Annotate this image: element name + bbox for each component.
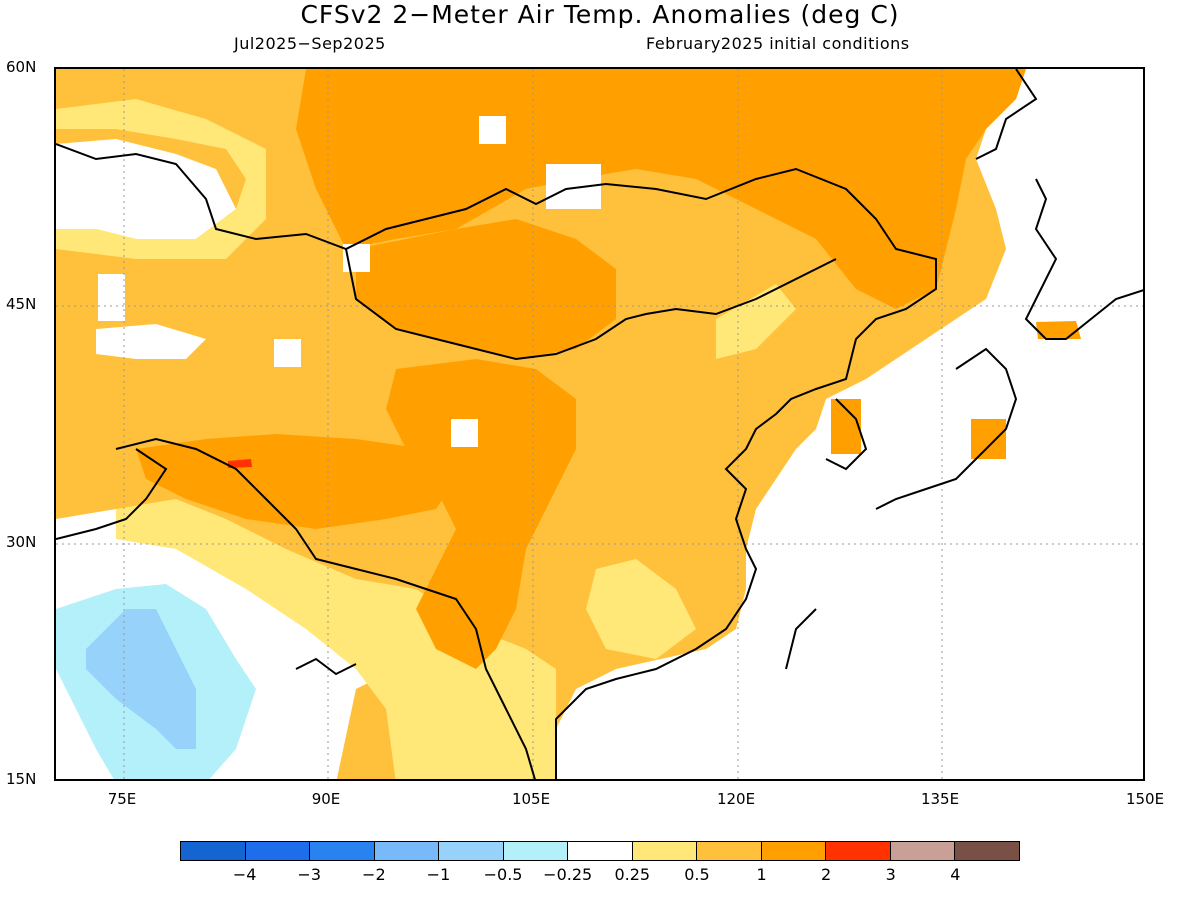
legend-swatch <box>761 842 827 860</box>
legend-tick-label: 0.25 <box>614 865 651 884</box>
lon-label-135e: 135E <box>920 790 960 808</box>
legend-tick-label: −1 <box>426 865 451 884</box>
legend-tick-label: 0.5 <box>684 865 710 884</box>
legend-swatch <box>439 842 504 860</box>
legend-tick-label: 1 <box>756 865 767 884</box>
masked-cell-3 <box>274 339 301 367</box>
legend-swatch <box>310 842 375 860</box>
legend-tick-label: 4 <box>950 865 961 884</box>
anomaly-region-2-3 <box>228 459 252 468</box>
chart-title: CFSv2 2−Meter Air Temp. Anomalies (deg C… <box>300 0 900 29</box>
anomaly-region-1-2-tibet <box>136 434 456 529</box>
lon-label-75e: 75E <box>107 790 137 808</box>
anomaly-region-0.25-0.5-manchuria <box>716 284 796 359</box>
legend-tick-label: −3 <box>297 865 322 884</box>
lon-label-105e: 105E <box>511 790 551 808</box>
legend-swatch <box>826 842 891 860</box>
legend-swatch <box>245 842 311 860</box>
anomaly-region-0.25-0.5-south-china <box>586 559 696 659</box>
masked-cell-4 <box>451 419 478 447</box>
anomaly-region-0.25-0.5-kazakh <box>56 99 266 259</box>
anomaly-region-1-2-hokkaido <box>1036 321 1081 339</box>
anomaly-region-1-2-japan <box>971 419 1006 459</box>
legend-tick-label: −2 <box>362 865 386 884</box>
legend-swatch <box>503 842 569 860</box>
anomaly-region-1-2-korea <box>831 399 861 454</box>
anomaly-region-neutral-kazakh <box>56 139 236 239</box>
lon-label-90e: 90E <box>311 790 341 808</box>
legend-tick-label: 3 <box>885 865 896 884</box>
anomaly-region-1-2-siberia <box>296 69 1026 309</box>
legend-tick-label: −4 <box>232 865 257 884</box>
lon-label-150e: 150E <box>1125 790 1165 808</box>
legend-tick-label: −0.25 <box>543 865 593 884</box>
lat-label-60n: 60N <box>6 58 37 76</box>
anomaly-map-svg <box>56 69 1143 779</box>
legend-swatch <box>374 842 440 860</box>
legend-swatch <box>697 842 762 860</box>
anomaly-region-neutral-aral <box>96 324 206 359</box>
anomaly-region-1-2-mongolia <box>356 219 616 359</box>
anomaly-map <box>54 67 1145 781</box>
lat-label-15n: 15N <box>6 770 37 788</box>
coastlines <box>56 69 1143 779</box>
legend-swatch <box>568 842 633 860</box>
legend-tick-label: 2 <box>821 865 832 884</box>
legend-swatch <box>181 842 246 860</box>
masked-cell-5 <box>98 274 125 321</box>
color-legend <box>180 841 1020 861</box>
period-label: Jul2025−Sep2025 <box>234 34 386 53</box>
graticule <box>56 69 1143 779</box>
legend-tick-label: −0.5 <box>483 865 523 884</box>
legend-swatch <box>955 842 1019 860</box>
masked-cell-6 <box>546 164 601 209</box>
lat-label-45n: 45N <box>6 295 37 313</box>
legend-swatch <box>890 842 956 860</box>
anomaly-region-0.25-0.5-india <box>116 499 556 779</box>
masked-cell-1 <box>479 116 506 144</box>
legend-swatch <box>632 842 698 860</box>
lat-label-30n: 30N <box>6 533 37 551</box>
lon-label-120e: 120E <box>716 790 756 808</box>
initial-conditions-label: February2025 initial conditions <box>646 34 910 53</box>
anomaly-region-minus0.5-1 <box>86 609 196 749</box>
